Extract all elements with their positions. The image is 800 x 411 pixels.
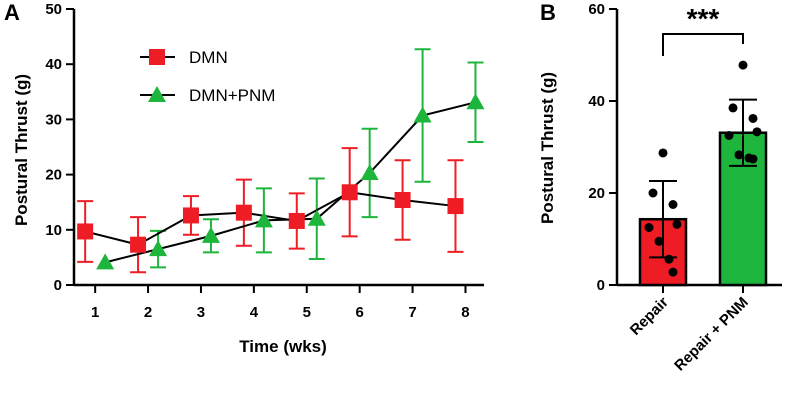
significance-bracket bbox=[662, 33, 744, 56]
data-point bbox=[668, 267, 678, 277]
series-dmn-pnm-point bbox=[360, 163, 379, 180]
series-dmn-point bbox=[394, 191, 411, 208]
chart-a-x-tick-label: 2 bbox=[144, 304, 152, 321]
chart-a-x-tick-label: 6 bbox=[356, 304, 364, 321]
series-dmn-pnm-point bbox=[466, 93, 485, 110]
series-dmn-pnm-point bbox=[254, 211, 273, 228]
chart-a-x-tick-label: 5 bbox=[303, 304, 311, 321]
series-dmn-point bbox=[288, 212, 305, 229]
chart-b-y-tick-label: 60 bbox=[588, 1, 605, 18]
chart-a-x-tick-label: 3 bbox=[197, 304, 205, 321]
data-point bbox=[654, 236, 664, 246]
series-dmn-point bbox=[447, 198, 464, 215]
chart-b-y-axis-title: Postural Thrust (g) bbox=[538, 72, 557, 224]
chart-a-y-tick-label: 30 bbox=[45, 111, 62, 128]
chart-b: 0 20 40 60 Repair Repair + PNM *** bbox=[588, 1, 782, 375]
series-dmn-pnm-point bbox=[413, 106, 432, 123]
panel-a-letter: A bbox=[4, 0, 20, 25]
legend-dmn-marker bbox=[149, 49, 165, 65]
series-dmn-line bbox=[84, 191, 456, 246]
series-dmn-pnm-point bbox=[96, 253, 115, 270]
data-point bbox=[734, 150, 744, 160]
chart-a-y-tick-label: 0 bbox=[54, 277, 62, 294]
data-point bbox=[672, 219, 682, 229]
series-dmn-point bbox=[341, 184, 358, 201]
data-point bbox=[724, 131, 734, 140]
chart-a-y-tick-label: 40 bbox=[45, 56, 62, 73]
category-label: Repair bbox=[627, 294, 672, 339]
data-point bbox=[664, 254, 674, 264]
series-dmn-pnm-point bbox=[201, 226, 220, 243]
data-point bbox=[728, 103, 738, 113]
series-dmn-pnm-point bbox=[307, 209, 326, 226]
chart-a-x-tick-label: 4 bbox=[250, 304, 259, 321]
chart-a-x-tick-label: 1 bbox=[91, 304, 99, 321]
legend-dmn-label: DMN bbox=[189, 48, 228, 67]
significance-label: *** bbox=[687, 3, 720, 34]
category-label: Repair + PNM bbox=[671, 294, 752, 375]
chart-a-y-tick-label: 10 bbox=[45, 222, 62, 239]
chart-a-x-tick-label: 7 bbox=[408, 304, 416, 321]
chart-a: 0 10 20 30 40 50 1 2 3 4 5 6 7 8 DMN DMN+PNM bbox=[45, 1, 485, 321]
legend-dmn-pnm-label: DMN+PNM bbox=[189, 86, 275, 105]
data-point bbox=[752, 127, 762, 137]
series-dmn-pnm-point bbox=[149, 240, 168, 257]
data-point bbox=[648, 188, 658, 198]
chart-a-y-tick-label: 50 bbox=[45, 1, 62, 18]
chart-b-y-tick-label: 40 bbox=[588, 93, 605, 110]
data-point bbox=[738, 60, 748, 70]
chart-b-y-tick-label: 20 bbox=[588, 185, 605, 202]
data-point bbox=[668, 200, 678, 209]
chart-a-y-tick-label: 20 bbox=[45, 167, 62, 184]
legend-dmn-pnm-marker bbox=[148, 86, 166, 102]
chart-a-x-tick-label: 8 bbox=[461, 304, 469, 321]
data-point bbox=[748, 113, 758, 123]
data-point bbox=[644, 223, 654, 232]
series-dmn-point bbox=[235, 204, 252, 221]
data-point bbox=[748, 154, 758, 164]
series-dmn-point bbox=[130, 236, 147, 253]
series-dmn-point bbox=[77, 223, 94, 240]
chart-b-y-tick-label: 0 bbox=[597, 277, 605, 294]
data-point bbox=[658, 148, 668, 158]
chart-a-x-axis-title: Time (wks) bbox=[239, 337, 327, 356]
panel-b-letter: B bbox=[540, 0, 556, 25]
chart-a-y-axis-title: Postural Thrust (g) bbox=[12, 74, 31, 226]
series-dmn-point bbox=[182, 207, 199, 224]
